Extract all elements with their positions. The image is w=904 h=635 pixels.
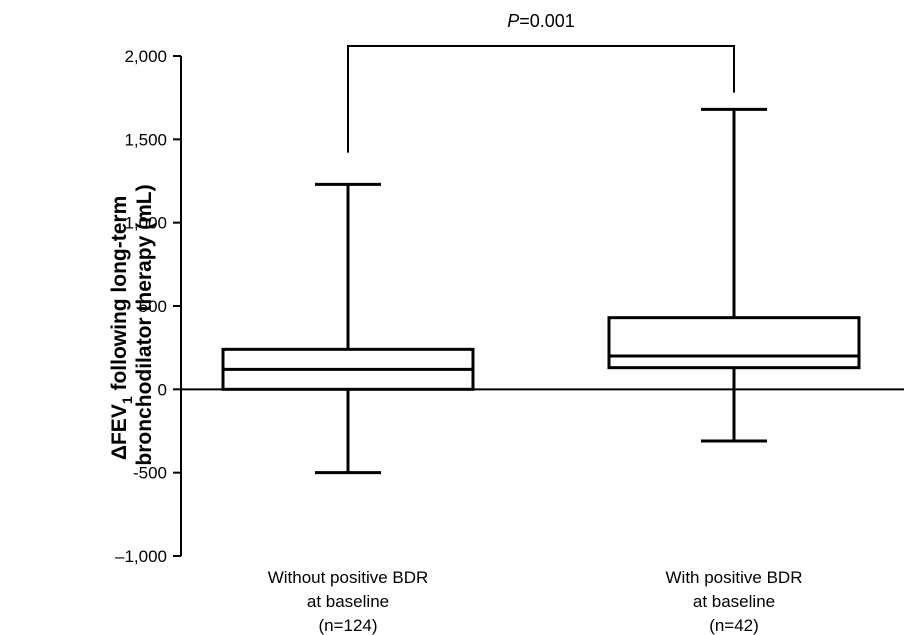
- category-label-line: (n=124): [318, 616, 377, 635]
- y-tick-label: 2,000: [124, 47, 167, 66]
- box-group: Without positive BDR at baseline (n=124): [221, 182, 475, 635]
- category-label-line: (n=42): [709, 616, 759, 635]
- y-tick-label: 0: [158, 380, 167, 399]
- iqr-box: [607, 316, 861, 370]
- category-label-line: at baseline: [307, 592, 389, 611]
- box-plots: Without positive BDR at baseline (n=124)Wi…: [221, 107, 861, 635]
- y-tick-label: 1,500: [124, 130, 167, 149]
- p-value-label: P=0.001: [507, 11, 575, 31]
- category-label-line: With positive BDR: [666, 568, 803, 587]
- y-tick-label: 1,000: [124, 214, 167, 233]
- axes: 2,000 1,500 1,000 500 0 -500 –1,000: [115, 47, 904, 566]
- bracket-line: [347, 45, 735, 153]
- category-label: Without positive BDR at baseline (n=124): [268, 568, 429, 635]
- p-italic: P: [507, 11, 519, 31]
- category-label-line: at baseline: [693, 592, 775, 611]
- box-group: With positive BDR at baseline (n=42): [607, 107, 861, 635]
- y-tick-label: –1,000: [115, 547, 167, 566]
- y-tick-label: 500: [139, 297, 167, 316]
- category-label-line: Without positive BDR: [268, 568, 429, 587]
- significance-bracket: P=0.001: [347, 11, 735, 153]
- y-axis-title: ΔFEV1 following long-term bronchodilator…: [108, 184, 156, 465]
- category-label: With positive BDR at baseline (n=42): [666, 568, 803, 635]
- p-value: =0.001: [519, 11, 575, 31]
- y-tick-label: -500: [133, 464, 167, 483]
